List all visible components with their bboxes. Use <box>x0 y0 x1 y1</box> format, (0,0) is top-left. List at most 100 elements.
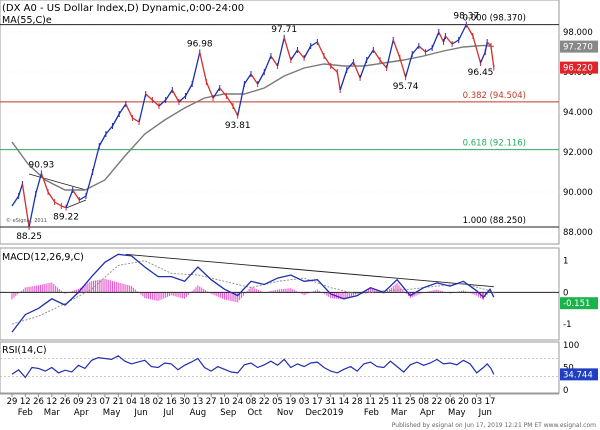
price-segment <box>72 189 80 201</box>
day-label: 26 <box>33 397 44 407</box>
day-label: 20 <box>458 397 469 407</box>
price-segment <box>479 51 486 64</box>
price-segment <box>105 125 114 135</box>
price-segment <box>339 69 348 91</box>
price-segment <box>232 105 239 117</box>
price-segment <box>346 61 354 71</box>
price-annotation: 88.25 <box>16 232 42 242</box>
day-label: 08 <box>246 397 257 407</box>
macd-title: MACD(12,26,9,C) <box>2 252 84 263</box>
day-label: 06 <box>445 397 456 407</box>
month-label: Dec <box>305 408 322 418</box>
macd-line <box>11 253 495 333</box>
day-label: 04 <box>126 397 137 407</box>
day-label: 11 <box>365 397 376 407</box>
price-panel: 0.000 (98.370) 0.382 (94.504) 0.618 (92.11… <box>0 0 598 245</box>
price-tick-label: 92.000 <box>563 148 593 158</box>
price-segment <box>125 103 134 119</box>
price-series <box>11 21 495 230</box>
price-segment <box>191 52 201 85</box>
rsi-tick-label: 100 <box>563 341 579 351</box>
month-label: May <box>448 408 466 418</box>
price-segment <box>184 83 193 97</box>
rsi-title: RSI(14,C) <box>2 345 47 356</box>
price-annotation: 97.71 <box>271 25 297 35</box>
price-trendline <box>65 199 87 209</box>
day-label: 07 <box>100 397 111 407</box>
price-segment <box>118 103 127 115</box>
price-segment <box>490 45 495 68</box>
month-label: May <box>103 408 121 418</box>
price-segment <box>205 81 214 99</box>
day-label: 25 <box>405 397 416 407</box>
price-annotation: 93.81 <box>225 121 251 131</box>
month-label: Sep <box>220 408 236 418</box>
price-segment <box>250 73 259 85</box>
time-axis: 29 12 26 12 26 09 23 07 21 04 18 02 16 30 13 27 10 24 08 22… <box>0 393 559 418</box>
macd-tick-label: 1 <box>563 257 568 267</box>
day-label: 09 <box>73 397 84 407</box>
chart-title: (DX A0 - US Dollar Index,D) Dynamic,0:00… <box>2 3 244 14</box>
price-segment <box>85 171 94 197</box>
price-annotation: 98.37 <box>453 12 479 22</box>
day-label: 16 <box>166 397 177 407</box>
rsi-last-value-bg <box>560 368 598 381</box>
price-segment <box>178 95 186 103</box>
macd-tick-label: -1 <box>563 320 571 330</box>
price-segment <box>138 93 147 123</box>
day-label: 19 <box>285 397 296 407</box>
price-segment <box>296 49 305 59</box>
day-label: 11 <box>392 397 403 407</box>
price-segment <box>276 37 285 67</box>
price-tick-label: 94.000 <box>563 108 593 118</box>
price-segment <box>145 93 153 101</box>
price-segment <box>225 95 234 107</box>
price-segment <box>79 195 87 201</box>
price-segment <box>438 31 445 43</box>
day-label: 21 <box>113 397 124 407</box>
month-label: 2019 <box>322 408 344 418</box>
day-label: 05 <box>272 397 283 407</box>
fib-level-label: 0.618 (92.116) <box>463 139 526 149</box>
day-label: 29 <box>7 397 18 407</box>
day-label: 27 <box>206 397 217 407</box>
price-segment <box>451 39 460 45</box>
macd-y-axis: 1 0 -1 -0.151 <box>560 257 598 330</box>
price-segment <box>21 183 30 228</box>
month-labels: Feb Mar Apr May Jun Jul Aug Sep Oct Nov Dec 2019 Feb… <box>18 408 492 418</box>
price-segment <box>399 57 407 78</box>
month-label: Mar <box>44 408 61 418</box>
day-label: 02 <box>153 397 164 407</box>
rsi-levels <box>0 358 559 377</box>
price-segment <box>165 89 173 101</box>
price-segment <box>418 45 426 53</box>
price-tick-label: 98.000 <box>563 28 593 38</box>
price-segment <box>352 61 361 79</box>
price-segment <box>237 83 245 116</box>
ma-legend-label: MA(55,C)e <box>2 15 52 26</box>
price-segment <box>323 55 332 67</box>
macd-panel-frame <box>0 247 560 341</box>
price-annotation: 96.98 <box>187 39 213 49</box>
day-label: 31 <box>325 397 336 407</box>
price-segment <box>379 59 388 69</box>
price-annotation: 96.45 <box>468 68 494 78</box>
day-label: 28 <box>352 397 363 407</box>
month-label: Aug <box>190 408 207 418</box>
price-segment <box>472 35 482 64</box>
price-segment <box>316 41 325 57</box>
month-label: Feb <box>18 408 33 418</box>
price-segment <box>257 71 265 85</box>
price-segment <box>199 52 208 83</box>
macd-tick-label: 0 <box>563 288 568 298</box>
price-segment <box>35 173 43 195</box>
price-segment <box>411 45 420 55</box>
price-segment <box>171 89 180 103</box>
day-label: 12 <box>46 397 57 407</box>
day-label: 17 <box>485 397 496 407</box>
watermark: © eSignal, 2011 <box>6 217 47 224</box>
price-segment <box>465 24 474 37</box>
price-segment <box>310 41 318 47</box>
price-segment <box>18 183 24 197</box>
